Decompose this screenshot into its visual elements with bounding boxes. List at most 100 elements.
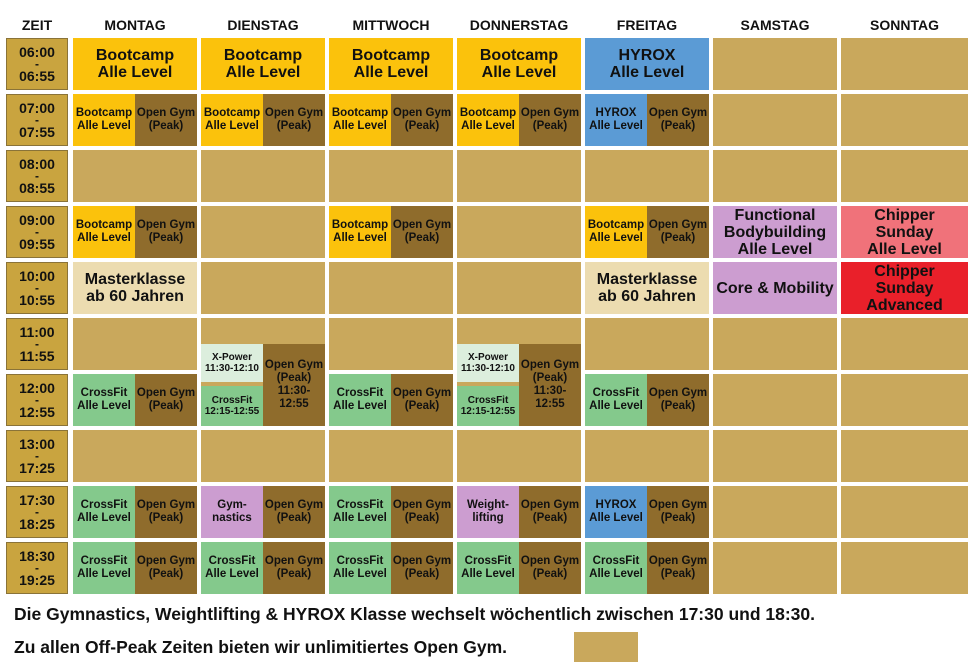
- class-crossfit-noon[interactable]: CrossFit 12:15-12:55: [457, 386, 519, 426]
- class-open-gym[interactable]: Open Gym (Peak): [647, 374, 709, 426]
- off-peak-cell: [841, 486, 968, 538]
- class-label-line: Alle Level: [333, 512, 387, 524]
- class-bootcamp-alle[interactable]: Bootcamp Alle Level: [329, 206, 391, 258]
- time-label: 06:00: [19, 44, 55, 60]
- time-label: 09:00: [19, 212, 55, 228]
- class-label-line: Alle Level: [77, 568, 131, 580]
- class-label-line: X-Power: [211, 352, 252, 363]
- class-crossfit-alle[interactable]: CrossFit Alle Level: [329, 542, 391, 594]
- class-weightlifting[interactable]: Weight-lifting: [457, 486, 519, 538]
- class-bootcamp-alle[interactable]: Bootcamp Alle Level: [73, 38, 197, 90]
- class-chipper-adv[interactable]: Chipper Sunday Advanced: [841, 262, 968, 314]
- class-chipper-alle[interactable]: Chipper Sunday Alle Level: [841, 206, 968, 258]
- class-open-gym[interactable]: Open Gym (Peak): [391, 94, 453, 146]
- class-label-line: CrossFit: [336, 499, 384, 511]
- class-open-gym[interactable]: Open Gym (Peak): [647, 206, 709, 258]
- class-bootcamp-alle[interactable]: Bootcamp Alle Level: [73, 206, 135, 258]
- class-hyrox-alle[interactable]: HYROX Alle Level: [585, 94, 647, 146]
- class-label-line: Alle Level: [353, 64, 429, 81]
- class-open-gym[interactable]: Open Gym (Peak): [519, 542, 581, 594]
- class-label-line: Alle Level: [589, 512, 643, 524]
- class-bootcamp-alle[interactable]: Bootcamp Alle Level: [457, 94, 519, 146]
- class-xpower[interactable]: X-Power 11:30-12:10: [201, 344, 263, 382]
- class-label-line: Alle Level: [77, 512, 131, 524]
- time-label: 11:55: [19, 348, 55, 364]
- class-bootcamp-alle[interactable]: Bootcamp Alle Level: [73, 94, 135, 146]
- class-open-gym[interactable]: Open Gym (Peak): [647, 94, 709, 146]
- off-peak-cell: [585, 318, 709, 370]
- class-masterklasse[interactable]: Masterklasse ab 60 Jahren: [73, 262, 197, 314]
- class-open-gym[interactable]: Open Gym (Peak): [135, 486, 197, 538]
- class-label-line: 12:15-12:55: [460, 406, 516, 417]
- class-open-gym[interactable]: Open Gym (Peak): [135, 374, 197, 426]
- class-label-line: Gym-: [217, 499, 247, 511]
- class-core[interactable]: Core & Mobility: [713, 262, 837, 314]
- class-crossfit-alle[interactable]: CrossFit Alle Level: [329, 486, 391, 538]
- class-crossfit-alle[interactable]: CrossFit Alle Level: [457, 542, 519, 594]
- class-open-gym[interactable]: Open Gym (Peak): [263, 542, 325, 594]
- class-label-line: CrossFit: [464, 555, 512, 567]
- class-label-line: CrossFit: [80, 499, 128, 511]
- class-hyrox-alle[interactable]: HYROX Alle Level: [585, 486, 647, 538]
- class-crossfit-alle[interactable]: CrossFit Alle Level: [329, 374, 391, 426]
- class-label-line: Alle Level: [225, 64, 301, 81]
- time-slot-0: 06:00-06:55: [6, 38, 68, 90]
- class-open-gym[interactable]: Open Gym (Peak): [519, 94, 581, 146]
- class-bootcamp-alle[interactable]: Bootcamp Alle Level: [329, 38, 453, 90]
- class-label-line: CrossFit: [336, 387, 384, 399]
- footer-note-open-gym: Zu allen Off-Peak Zeiten bieten wir unli…: [14, 637, 508, 657]
- class-open-gym[interactable]: Open Gym (Peak): [647, 486, 709, 538]
- class-open-gym-noon[interactable]: Open Gym (Peak) 11:30-12:55: [263, 344, 325, 426]
- class-label-line: (Peak): [404, 568, 440, 580]
- class-crossfit-noon[interactable]: CrossFit 12:15-12:55: [201, 386, 263, 426]
- class-open-gym[interactable]: Open Gym (Peak): [135, 94, 197, 146]
- class-open-gym[interactable]: Open Gym (Peak): [391, 542, 453, 594]
- class-open-gym[interactable]: Open Gym (Peak): [263, 94, 325, 146]
- class-label-line: 11:30-12:55: [533, 385, 567, 410]
- time-label: -: [35, 505, 39, 519]
- class-label-line: Open Gym: [264, 107, 324, 119]
- class-open-gym[interactable]: Open Gym (Peak): [647, 542, 709, 594]
- class-label-line: Open Gym: [136, 219, 196, 231]
- class-open-gym[interactable]: Open Gym (Peak): [391, 206, 453, 258]
- class-label-line: Alle Level: [867, 240, 942, 258]
- time-label: 17:30: [19, 492, 55, 508]
- class-label-line: Alle Level: [333, 400, 387, 412]
- class-label-line: Core & Mobility: [716, 279, 834, 297]
- class-label-line: (Peak): [148, 120, 184, 132]
- class-crossfit-alle[interactable]: CrossFit Alle Level: [73, 542, 135, 594]
- class-bootcamp-alle[interactable]: Bootcamp Alle Level: [201, 94, 263, 146]
- class-functional[interactable]: Functional Bodybuilding Alle Level: [713, 206, 837, 258]
- class-bootcamp-alle[interactable]: Bootcamp Alle Level: [585, 206, 647, 258]
- class-open-gym[interactable]: Open Gym (Peak): [391, 486, 453, 538]
- class-open-gym-noon[interactable]: Open Gym (Peak) 11:30-12:55: [519, 344, 581, 426]
- class-crossfit-alle[interactable]: CrossFit Alle Level: [73, 486, 135, 538]
- class-bootcamp-alle[interactable]: Bootcamp Alle Level: [457, 38, 581, 90]
- time-slot-8: 17:30-18:25: [6, 486, 68, 538]
- class-label-line: (Peak): [660, 568, 696, 580]
- class-open-gym[interactable]: Open Gym (Peak): [519, 486, 581, 538]
- class-gymnastics[interactable]: Gym-nastics: [201, 486, 263, 538]
- class-crossfit-alle[interactable]: CrossFit Alle Level: [585, 374, 647, 426]
- class-crossfit-alle[interactable]: CrossFit Alle Level: [201, 542, 263, 594]
- off-peak-cell: [713, 542, 837, 594]
- class-label-line: Alle Level: [333, 568, 387, 580]
- class-xpower[interactable]: X-Power 11:30-12:10: [457, 344, 519, 382]
- class-label-line: (Peak): [660, 120, 696, 132]
- class-open-gym[interactable]: Open Gym (Peak): [263, 486, 325, 538]
- class-crossfit-alle[interactable]: CrossFit Alle Level: [73, 374, 135, 426]
- class-label-line: HYROX: [595, 107, 637, 119]
- class-label-line: Open Gym: [264, 359, 324, 371]
- class-label-line: (Peak): [660, 512, 696, 524]
- class-bootcamp-alle[interactable]: Bootcamp Alle Level: [201, 38, 325, 90]
- class-open-gym[interactable]: Open Gym (Peak): [135, 542, 197, 594]
- class-open-gym[interactable]: Open Gym (Peak): [135, 206, 197, 258]
- class-hyrox-alle[interactable]: HYROX Alle Level: [585, 38, 709, 90]
- class-crossfit-alle[interactable]: CrossFit Alle Level: [585, 542, 647, 594]
- class-open-gym[interactable]: Open Gym (Peak): [391, 374, 453, 426]
- time-label: 12:55: [19, 404, 55, 420]
- off-peak-cell: [457, 430, 581, 482]
- class-bootcamp-alle[interactable]: Bootcamp Alle Level: [329, 94, 391, 146]
- class-masterklasse[interactable]: Masterklasse ab 60 Jahren: [585, 262, 709, 314]
- class-label-line: Open Gym: [648, 107, 708, 119]
